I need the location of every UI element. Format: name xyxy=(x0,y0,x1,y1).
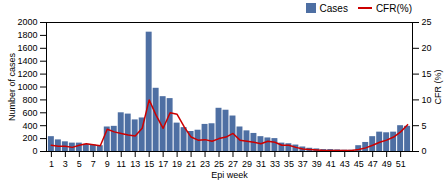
svg-text:19: 19 xyxy=(172,159,182,169)
svg-text:31: 31 xyxy=(256,159,266,169)
svg-text:17: 17 xyxy=(158,159,168,169)
svg-text:Number of cases: Number of cases xyxy=(7,52,17,121)
svg-text:41: 41 xyxy=(326,159,336,169)
svg-text:20: 20 xyxy=(422,43,432,53)
svg-text:47: 47 xyxy=(368,159,378,169)
svg-text:13: 13 xyxy=(130,159,140,169)
svg-text:3: 3 xyxy=(63,159,68,169)
svg-text:Epi week: Epi week xyxy=(211,170,248,180)
svg-text:1800: 1800 xyxy=(17,30,37,40)
svg-text:29: 29 xyxy=(242,159,252,169)
svg-text:200: 200 xyxy=(22,133,37,143)
svg-text:43: 43 xyxy=(340,159,350,169)
svg-text:15: 15 xyxy=(144,159,154,169)
svg-text:23: 23 xyxy=(200,159,210,169)
html-text:Cases: Cases xyxy=(319,2,348,14)
svg-text:49: 49 xyxy=(382,159,392,169)
svg-text:1000: 1000 xyxy=(17,82,37,92)
svg-text:15: 15 xyxy=(422,69,432,79)
svg-text:21: 21 xyxy=(186,159,196,169)
svg-text:11: 11 xyxy=(117,159,126,169)
svg-text:39: 39 xyxy=(312,159,322,169)
svg-text:45: 45 xyxy=(354,159,364,169)
svg-text:800: 800 xyxy=(22,95,37,105)
svg-text:35: 35 xyxy=(284,159,294,169)
svg-text:1: 1 xyxy=(49,159,54,169)
svg-text:25: 25 xyxy=(422,17,432,27)
svg-text:600: 600 xyxy=(22,108,37,118)
svg-text:5: 5 xyxy=(77,159,82,169)
svg-text:0: 0 xyxy=(32,146,37,156)
svg-text:2000: 2000 xyxy=(17,17,37,27)
svg-text:0: 0 xyxy=(422,146,427,156)
svg-text:1600: 1600 xyxy=(17,43,37,53)
svg-text:25: 25 xyxy=(214,159,224,169)
svg-text:5: 5 xyxy=(422,121,427,131)
svg-text:400: 400 xyxy=(22,121,37,131)
svg-text:1400: 1400 xyxy=(17,56,37,66)
svg-text:33: 33 xyxy=(270,159,280,169)
html-text:CFR(%): CFR(%) xyxy=(375,2,412,14)
svg-text:27: 27 xyxy=(228,159,238,169)
svg-text:1200: 1200 xyxy=(17,69,37,79)
svg-text:9: 9 xyxy=(105,159,110,169)
svg-text:10: 10 xyxy=(422,95,432,105)
svg-text:7: 7 xyxy=(91,159,96,169)
svg-text:CFR (%): CFR (%) xyxy=(433,70,443,105)
svg-text:51: 51 xyxy=(396,159,406,169)
svg-text:37: 37 xyxy=(298,159,308,169)
